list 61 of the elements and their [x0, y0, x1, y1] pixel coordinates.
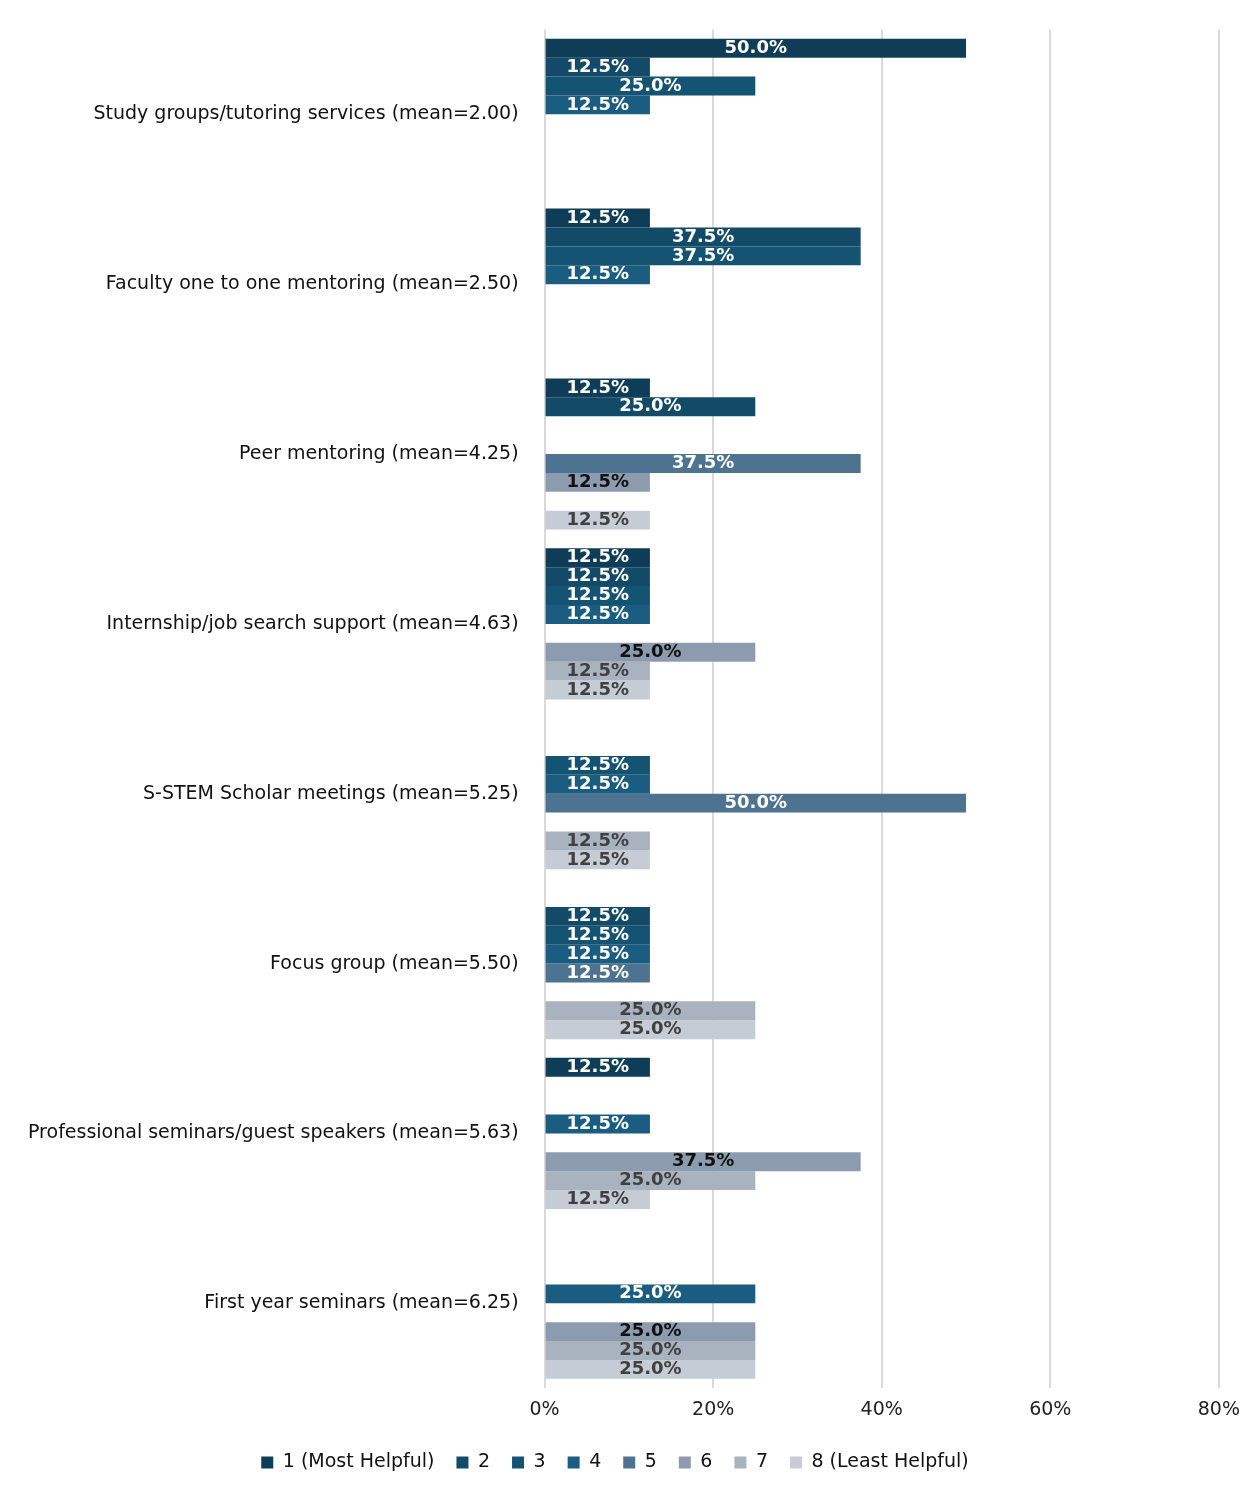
y-tick-label: Faculty one to one mentoring (mean=2.50): [105, 271, 519, 294]
data-label: 25.0%: [619, 998, 682, 1020]
data-label: 12.5%: [566, 92, 629, 114]
y-tick-label: Professional seminars/guest speakers (mean=5.63): [27, 1120, 519, 1143]
bar: [545, 38, 967, 58]
data-label: 12.5%: [566, 545, 629, 567]
data-label: 12.5%: [566, 54, 629, 76]
bar: [545, 454, 861, 473]
y-tick-label: Study groups/tutoring services (mean=2.00): [93, 101, 519, 124]
data-label: 37.5%: [671, 1149, 735, 1171]
y-tick-label: Internship/job search support (mean=4.63): [106, 610, 519, 633]
data-label: 12.5%: [566, 507, 629, 529]
legend-label: 3: [533, 1449, 546, 1472]
data-label: 12.5%: [566, 1187, 629, 1209]
data-label: 25.0%: [619, 1168, 682, 1190]
y-tick-label: Peer mentoring (mean=4.25): [239, 440, 519, 463]
data-label: 25.0%: [619, 1281, 682, 1303]
data-label: 12.5%: [566, 960, 629, 982]
data-label: 12.5%: [566, 941, 629, 963]
data-label: 37.5%: [671, 243, 735, 265]
x-tick-label: 0%: [529, 1396, 560, 1419]
y-tick-label: S-STEM Scholar meetings (mean=5.25): [143, 780, 519, 803]
bar: [545, 1152, 861, 1172]
data-label: 25.0%: [619, 639, 682, 661]
data-label: 25.0%: [619, 73, 682, 95]
data-label: 12.5%: [566, 1054, 629, 1076]
data-label: 12.5%: [566, 564, 629, 586]
data-label: 12.5%: [566, 375, 629, 397]
legend-label: 6: [700, 1449, 713, 1472]
data-label: 12.5%: [566, 583, 629, 605]
legend-label: 7: [755, 1449, 768, 1472]
data-label: 37.5%: [671, 224, 735, 246]
x-tick-label: 20%: [692, 1396, 735, 1419]
legend-label: 5: [644, 1449, 657, 1472]
data-label: 12.5%: [566, 262, 629, 284]
data-label: 12.5%: [566, 1111, 629, 1133]
data-label: 50.0%: [724, 35, 788, 57]
legend-label: 1 (Most Helpful): [282, 1449, 435, 1472]
y-tick-label: First year seminars (mean=6.25): [204, 1290, 519, 1313]
data-label: 25.0%: [619, 394, 682, 416]
data-label: 12.5%: [566, 658, 629, 680]
data-label: 12.5%: [566, 205, 629, 227]
data-label: 25.0%: [619, 1319, 682, 1341]
data-label: 37.5%: [671, 451, 735, 473]
bar: [545, 793, 967, 813]
data-label: 12.5%: [566, 847, 629, 869]
data-label: 50.0%: [724, 790, 788, 812]
data-label: 12.5%: [566, 470, 629, 492]
data-label: 25.0%: [619, 1338, 682, 1360]
x-tick-label: 40%: [860, 1396, 903, 1419]
legend-label: 8 (Least Helpful): [811, 1449, 969, 1472]
legend-label: 2: [477, 1449, 491, 1472]
x-tick-label: 80%: [1197, 1396, 1240, 1419]
legend-label: 4: [589, 1449, 602, 1472]
y-tick-label: Focus group (mean=5.50): [270, 950, 519, 973]
data-label: 12.5%: [566, 677, 629, 699]
x-tick-label: 60%: [1029, 1396, 1072, 1419]
data-label: 12.5%: [566, 828, 629, 850]
data-label: 25.0%: [619, 1357, 682, 1379]
data-label: 12.5%: [566, 602, 629, 624]
data-label: 25.0%: [619, 1017, 682, 1039]
